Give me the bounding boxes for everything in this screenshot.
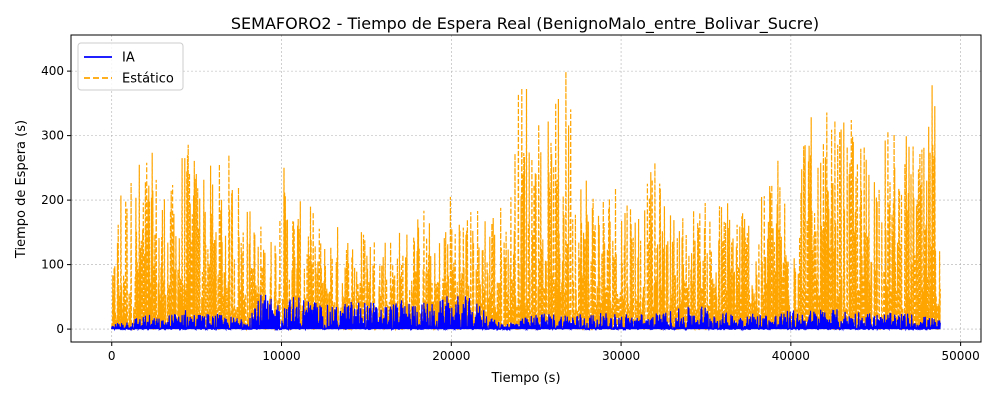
- x-tick-label: 0: [108, 349, 116, 363]
- legend-label: IA: [122, 51, 135, 66]
- y-axis-label: Tiempo de Espera (s): [14, 120, 29, 259]
- series-line-ia: [111, 294, 941, 332]
- series-layer: [111, 71, 941, 332]
- y-tick-label: 100: [41, 258, 64, 272]
- x-tick-label: 20000: [432, 349, 470, 363]
- y-tick-label: 0: [56, 322, 64, 336]
- y-axis: 0 100 200 300 400: [41, 64, 71, 336]
- x-tick-label: 40000: [772, 349, 810, 363]
- y-tick-label: 400: [41, 64, 64, 78]
- x-axis-label: Tiempo (s): [490, 371, 560, 386]
- y-tick-label: 200: [41, 193, 64, 207]
- x-tick-label: 10000: [262, 349, 300, 363]
- legend-label: Estático: [122, 72, 174, 87]
- x-tick-label: 50000: [942, 349, 980, 363]
- grid: [71, 35, 981, 342]
- y-tick-label: 300: [41, 129, 64, 143]
- chart-title: SEMAFORO2 - Tiempo de Espera Real (Benig…: [231, 14, 819, 34]
- x-axis: 0 10000 20000 30000 40000 50000: [108, 342, 980, 363]
- legend: IA Estático: [77, 42, 184, 91]
- plot-frame: [70, 34, 982, 343]
- x-tick-label: 30000: [602, 349, 640, 363]
